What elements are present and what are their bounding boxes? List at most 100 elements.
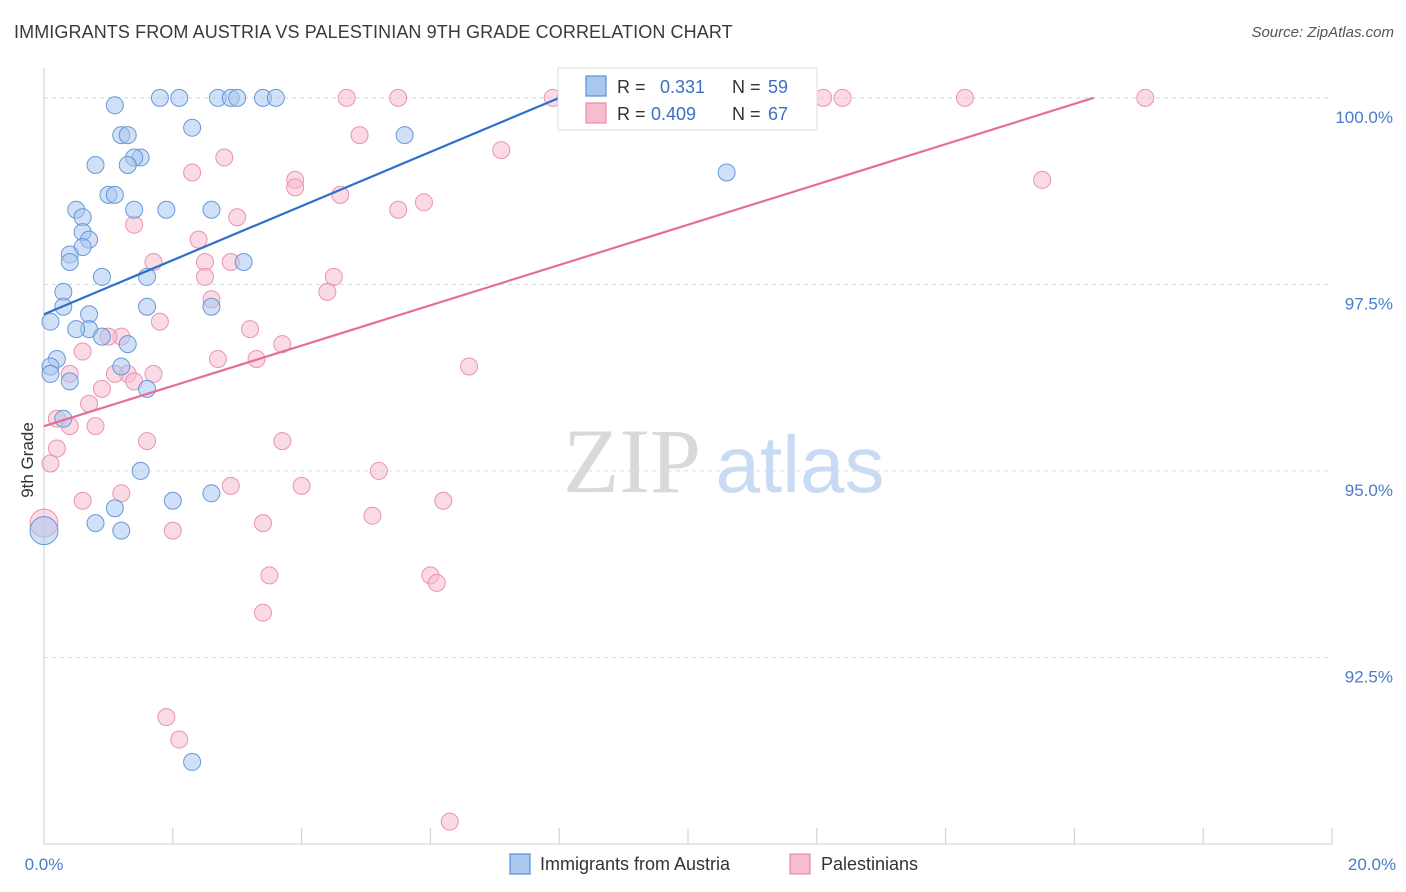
series-legend-swatch-palestinians	[789, 853, 811, 875]
austria-point	[202, 297, 221, 316]
austria-point	[202, 484, 221, 503]
palestinians-point	[41, 454, 60, 473]
trendlines	[43, 96, 1095, 428]
y-tick-label: 92.5%	[1345, 667, 1393, 686]
austria-point	[717, 163, 736, 182]
palestinians-point	[47, 439, 66, 458]
austria-point	[125, 200, 144, 219]
x-tick-label-max: 20.0%	[1348, 855, 1396, 874]
palestinians-point	[318, 282, 337, 301]
palestinians-point	[440, 812, 459, 831]
x-ticks	[43, 828, 1333, 844]
palestinians-point	[389, 88, 408, 107]
palestinians-point	[150, 312, 169, 331]
watermark-atlas: atlas	[716, 420, 885, 509]
austria-point	[395, 126, 414, 145]
x-tick-label-min: 0.0%	[25, 855, 64, 874]
austria-point	[105, 185, 124, 204]
austria-point	[170, 88, 189, 107]
austria-point	[150, 88, 169, 107]
austria-point	[266, 88, 285, 107]
palestinians-point	[221, 476, 240, 495]
series-legend-swatch-austria	[509, 853, 531, 875]
palestinians-point	[228, 208, 247, 227]
palestinians-point	[73, 491, 92, 510]
austria-point	[67, 320, 86, 339]
austria-point	[131, 461, 150, 480]
series-legend-label-austria: Immigrants from Austria	[540, 854, 731, 874]
austria-point	[86, 514, 105, 533]
austria-point	[105, 96, 124, 115]
palestinians-point	[363, 506, 382, 525]
legend-r-label-pink: R =	[617, 104, 646, 124]
palestinians-point	[1136, 88, 1155, 107]
austria-point	[234, 253, 253, 271]
palestinians-point	[389, 200, 408, 219]
palestinians-point	[460, 357, 479, 376]
austria-point	[202, 200, 221, 219]
palestinians-point	[138, 432, 157, 451]
palestinians-point	[1033, 170, 1052, 189]
austria-point	[41, 312, 60, 331]
legend-swatch-blue	[585, 75, 607, 97]
palestinians-point	[112, 484, 131, 503]
palestinians-point	[260, 566, 279, 585]
palestinians-trendline	[43, 96, 1095, 428]
y-tick-labels: 92.5% 95.0% 97.5% 100.0%	[1335, 108, 1393, 687]
austria-point	[163, 491, 182, 510]
stats-legend: R = 0.331 N = 59 R = 0.409 N = 67	[557, 67, 818, 131]
watermark-zip: ZIP	[563, 410, 701, 512]
y-tick-label: 95.0%	[1345, 481, 1393, 500]
austria-point	[112, 357, 131, 376]
legend-r-value-blue: 0.331	[660, 77, 705, 97]
austria-point	[105, 499, 124, 518]
austria-point	[118, 335, 137, 354]
austria-point	[60, 253, 79, 271]
austria-point	[60, 372, 79, 391]
legend-swatch-pink	[585, 102, 607, 124]
legend-r-value-pink: 0.409	[651, 104, 696, 124]
palestinians-point	[427, 573, 446, 592]
palestinians-points	[29, 88, 1155, 831]
palestinians-point	[434, 491, 453, 510]
palestinians-point	[157, 708, 176, 727]
series-legend: Immigrants from Austria Palestinians	[509, 853, 918, 875]
legend-r-label-blue: R =	[617, 77, 646, 97]
austria-point	[112, 521, 131, 540]
palestinians-point	[196, 267, 214, 286]
austria-point	[86, 156, 105, 174]
palestinians-point	[241, 320, 260, 339]
legend-n-value-blue: 59	[768, 77, 788, 97]
palestinians-point	[208, 350, 227, 368]
watermark: ZIP atlas	[563, 410, 884, 512]
palestinians-point	[183, 163, 202, 182]
palestinians-point	[73, 342, 92, 361]
y-tick-label: 97.5%	[1345, 294, 1393, 313]
legend-n-label-blue: N =	[732, 77, 761, 97]
palestinians-point	[189, 230, 208, 249]
austria-point	[183, 118, 202, 137]
palestinians-point	[833, 88, 852, 107]
austria-point	[138, 297, 157, 316]
austria-point	[92, 327, 111, 346]
austria-point	[157, 200, 176, 219]
palestinians-point	[337, 88, 356, 107]
palestinians-point	[170, 730, 189, 749]
palestinians-point	[286, 178, 305, 197]
series-legend-label-palestinians: Palestinians	[821, 854, 918, 874]
palestinians-point	[492, 141, 511, 160]
austria-point	[29, 516, 59, 546]
palestinians-point	[253, 603, 272, 622]
palestinians-point	[92, 379, 111, 398]
austria-point	[118, 126, 137, 145]
palestinians-point	[955, 88, 974, 107]
austria-point	[183, 752, 202, 771]
palestinians-point	[350, 126, 369, 145]
austria-point	[41, 364, 60, 383]
palestinians-point	[273, 432, 292, 451]
palestinians-point	[292, 476, 311, 495]
austria-point	[92, 267, 111, 286]
y-axis-label: 9th Grade	[18, 422, 37, 498]
palestinians-point	[324, 267, 343, 286]
